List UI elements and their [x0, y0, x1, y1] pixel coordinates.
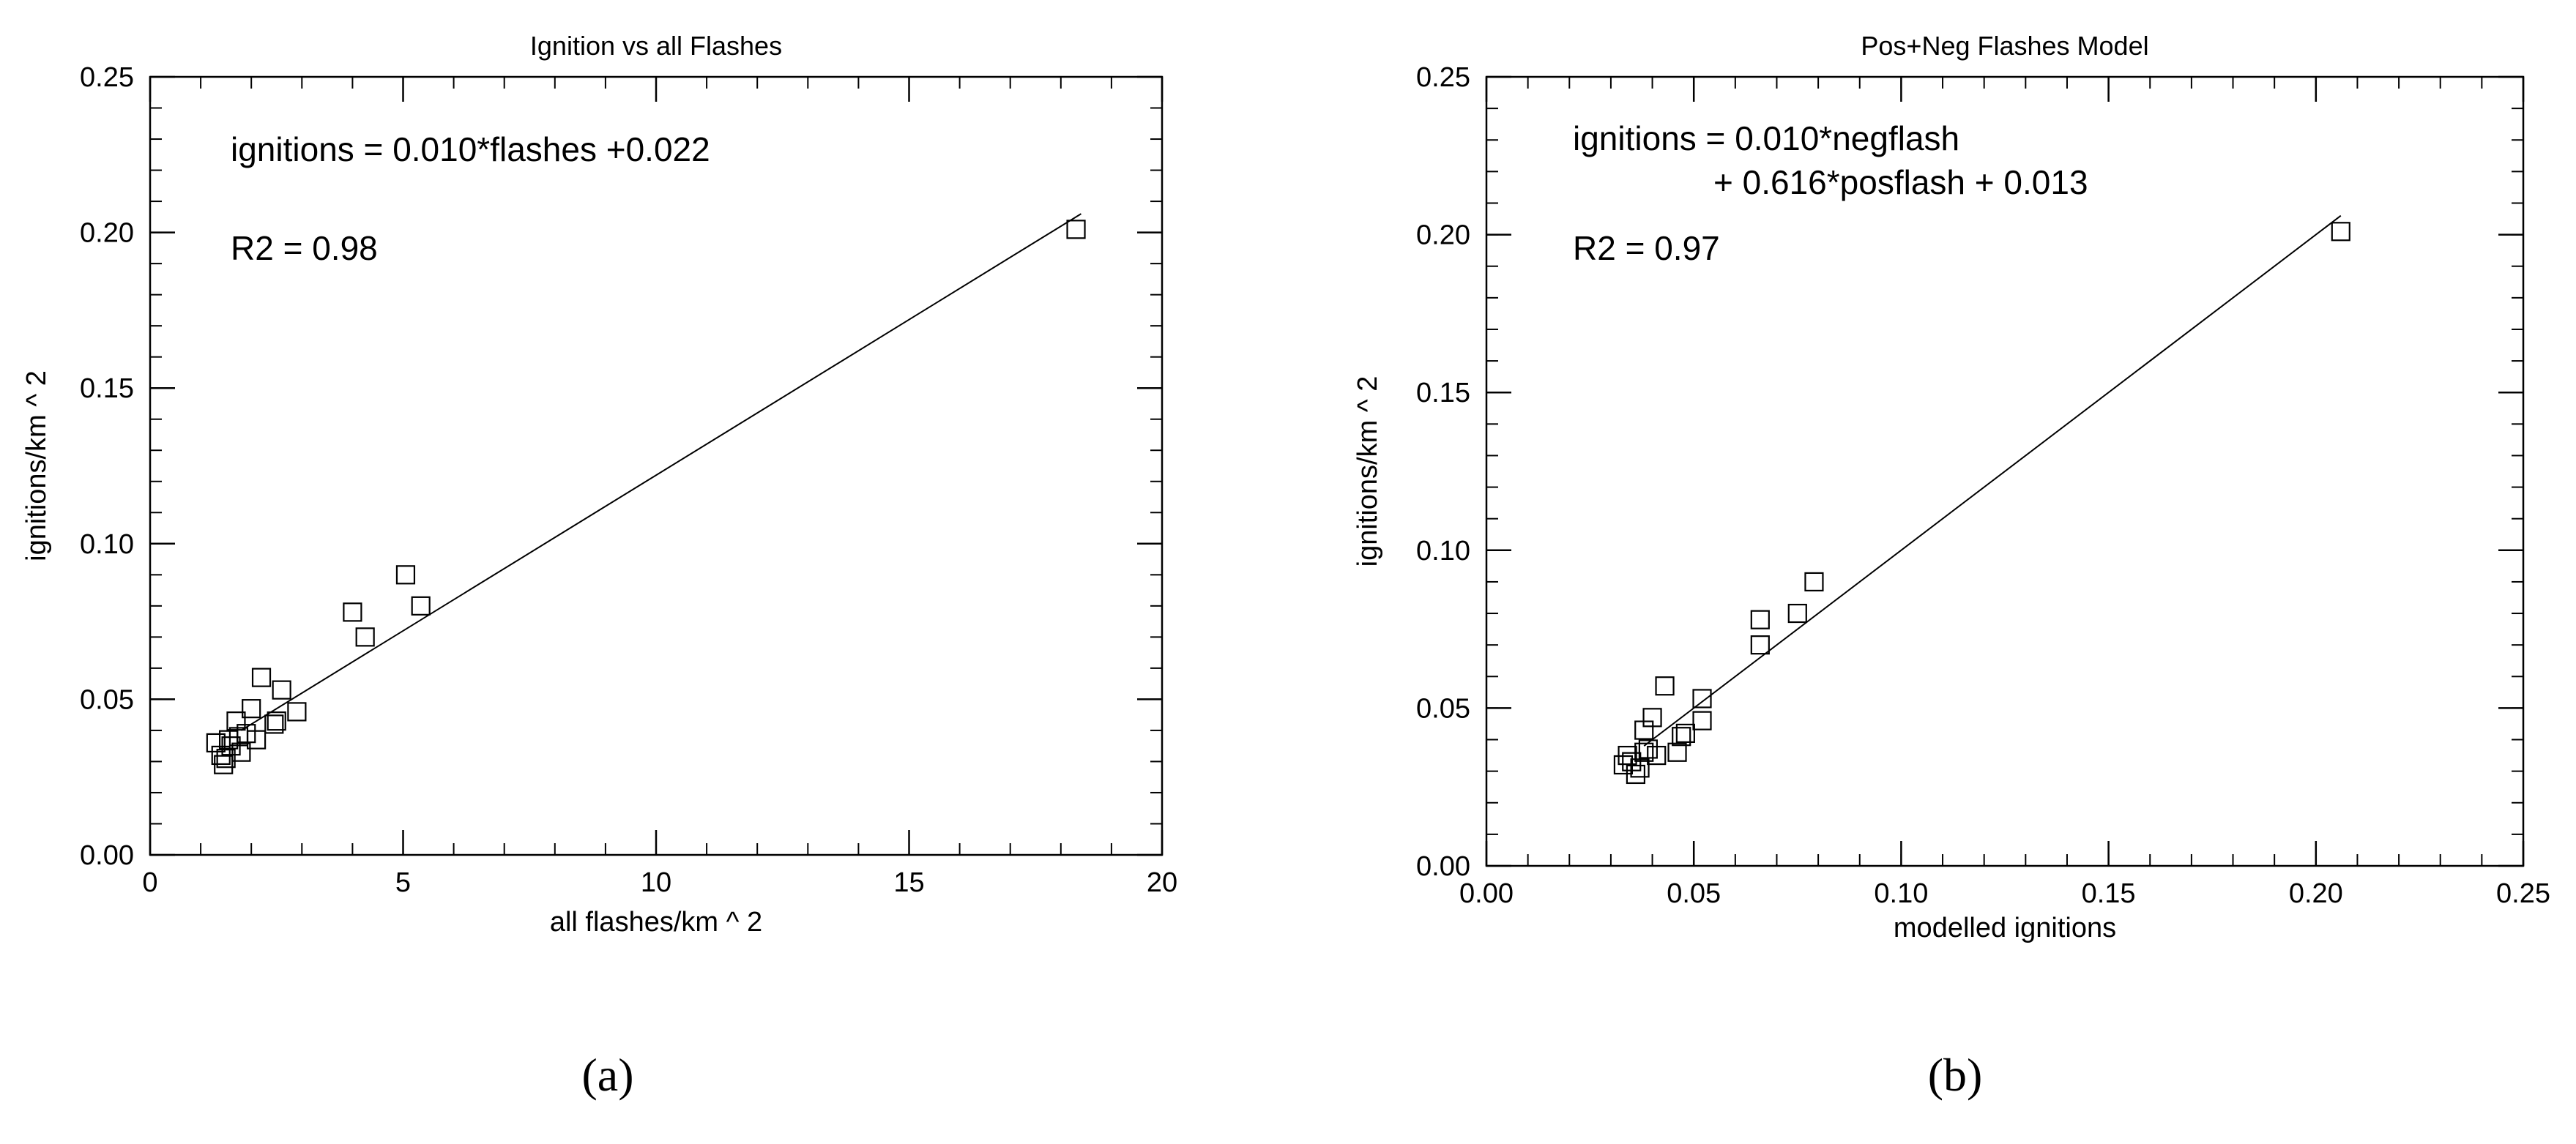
data-point: [1692, 711, 1712, 730]
data-point: [226, 711, 246, 731]
y-axis-label: ignitions/km ^ 2: [1352, 376, 1383, 567]
x-tick-label: 0.00: [1459, 878, 1514, 909]
data-point: [206, 733, 226, 753]
y-tick-label: 0.00: [80, 840, 134, 871]
data-point: [237, 724, 256, 744]
chart-title: Ignition vs all Flashes: [530, 31, 782, 61]
y-tick-label: 0.20: [80, 218, 134, 249]
annotation-text: ignitions = 0.010*flashes +0.022: [231, 130, 710, 168]
data-point: [287, 702, 307, 722]
data-point: [343, 602, 362, 622]
x-axis-label: modelled ignitions: [1894, 913, 2116, 943]
data-point: [216, 749, 236, 769]
y-tick-label: 0.15: [1416, 378, 1470, 408]
annotation-text: R2 = 0.97: [1573, 229, 1720, 267]
data-point: [2331, 222, 2350, 242]
x-tick-label: 0.10: [1874, 878, 1928, 909]
data-point: [272, 680, 291, 700]
y-tick-label: 0.25: [80, 62, 134, 93]
annotation-text: ignitions = 0.010*negflash: [1573, 119, 1959, 157]
x-tick-label: 0.15: [2082, 878, 2136, 909]
y-tick-label: 0.10: [1416, 536, 1470, 567]
chart-a: Ignition vs all Flashes 0 5 10 15 20 0.00 0.05 0…: [21, 31, 1177, 938]
x-tick-label: 0.05: [1667, 878, 1721, 909]
caption-a: (a): [581, 1049, 634, 1101]
data-point: [1634, 742, 1654, 762]
x-tick-label: 5: [395, 867, 411, 898]
annotation-text: R2 = 0.98: [231, 229, 378, 267]
data-point: [355, 627, 375, 647]
x-tick-label: 0.20: [2289, 878, 2343, 909]
x-tick-label: 0: [142, 867, 157, 898]
data-point: [231, 742, 251, 762]
data-point: [247, 730, 267, 749]
y-tick-label: 0.00: [1416, 851, 1470, 882]
data-point: [242, 699, 261, 719]
y-axis-label: ignitions/km ^ 2: [21, 370, 52, 561]
plot-frame: [149, 75, 1164, 856]
chart-title: Pos+Neg Flashes Model: [1861, 31, 2148, 61]
data-point: [1655, 676, 1675, 696]
plot-frame: [1485, 75, 2525, 867]
data-point: [395, 565, 416, 585]
x-tick-label: 15: [893, 867, 924, 898]
data-point: [251, 668, 272, 687]
data-point: [264, 714, 284, 734]
x-tick-label: 10: [641, 867, 671, 898]
data-point: [1675, 723, 1695, 743]
y-tick-label: 0.05: [80, 684, 134, 715]
data-point: [1692, 689, 1712, 709]
x-tick-label: 0.25: [2496, 878, 2550, 909]
chart-b: Pos+Neg Flashes Model 0.00 0.05 0.10 0.15 0.2…: [1352, 31, 2550, 943]
data-point: [1626, 764, 1646, 785]
data-point: [1672, 727, 1691, 747]
data-point: [411, 596, 431, 616]
data-point: [1750, 635, 1770, 655]
caption-b: (b): [1927, 1049, 1983, 1101]
data-point: [1804, 572, 1824, 592]
data-point: [1647, 745, 1667, 766]
data-point: [1787, 603, 1807, 624]
fit-line: [240, 213, 1082, 731]
fit-line: [1643, 214, 2342, 747]
y-tick-label: 0.20: [1416, 220, 1470, 251]
data-point: [267, 711, 286, 731]
data-point: [1750, 610, 1770, 629]
data-point: [1618, 745, 1637, 766]
data-point: [1630, 758, 1650, 778]
y-tick-label: 0.05: [1416, 693, 1470, 724]
data-point: [214, 755, 234, 774]
x-tick-label: 20: [1147, 867, 1177, 898]
y-tick-label: 0.15: [80, 373, 134, 404]
x-axis-label: all flashes/km ^ 2: [550, 907, 762, 938]
y-tick-label: 0.10: [80, 529, 134, 560]
data-point: [1642, 708, 1662, 728]
data-point: [1066, 220, 1086, 239]
data-point: [1667, 742, 1687, 762]
y-tick-label: 0.25: [1416, 62, 1470, 93]
annotation-text: + 0.616*posflash + 0.013: [1713, 163, 2088, 201]
